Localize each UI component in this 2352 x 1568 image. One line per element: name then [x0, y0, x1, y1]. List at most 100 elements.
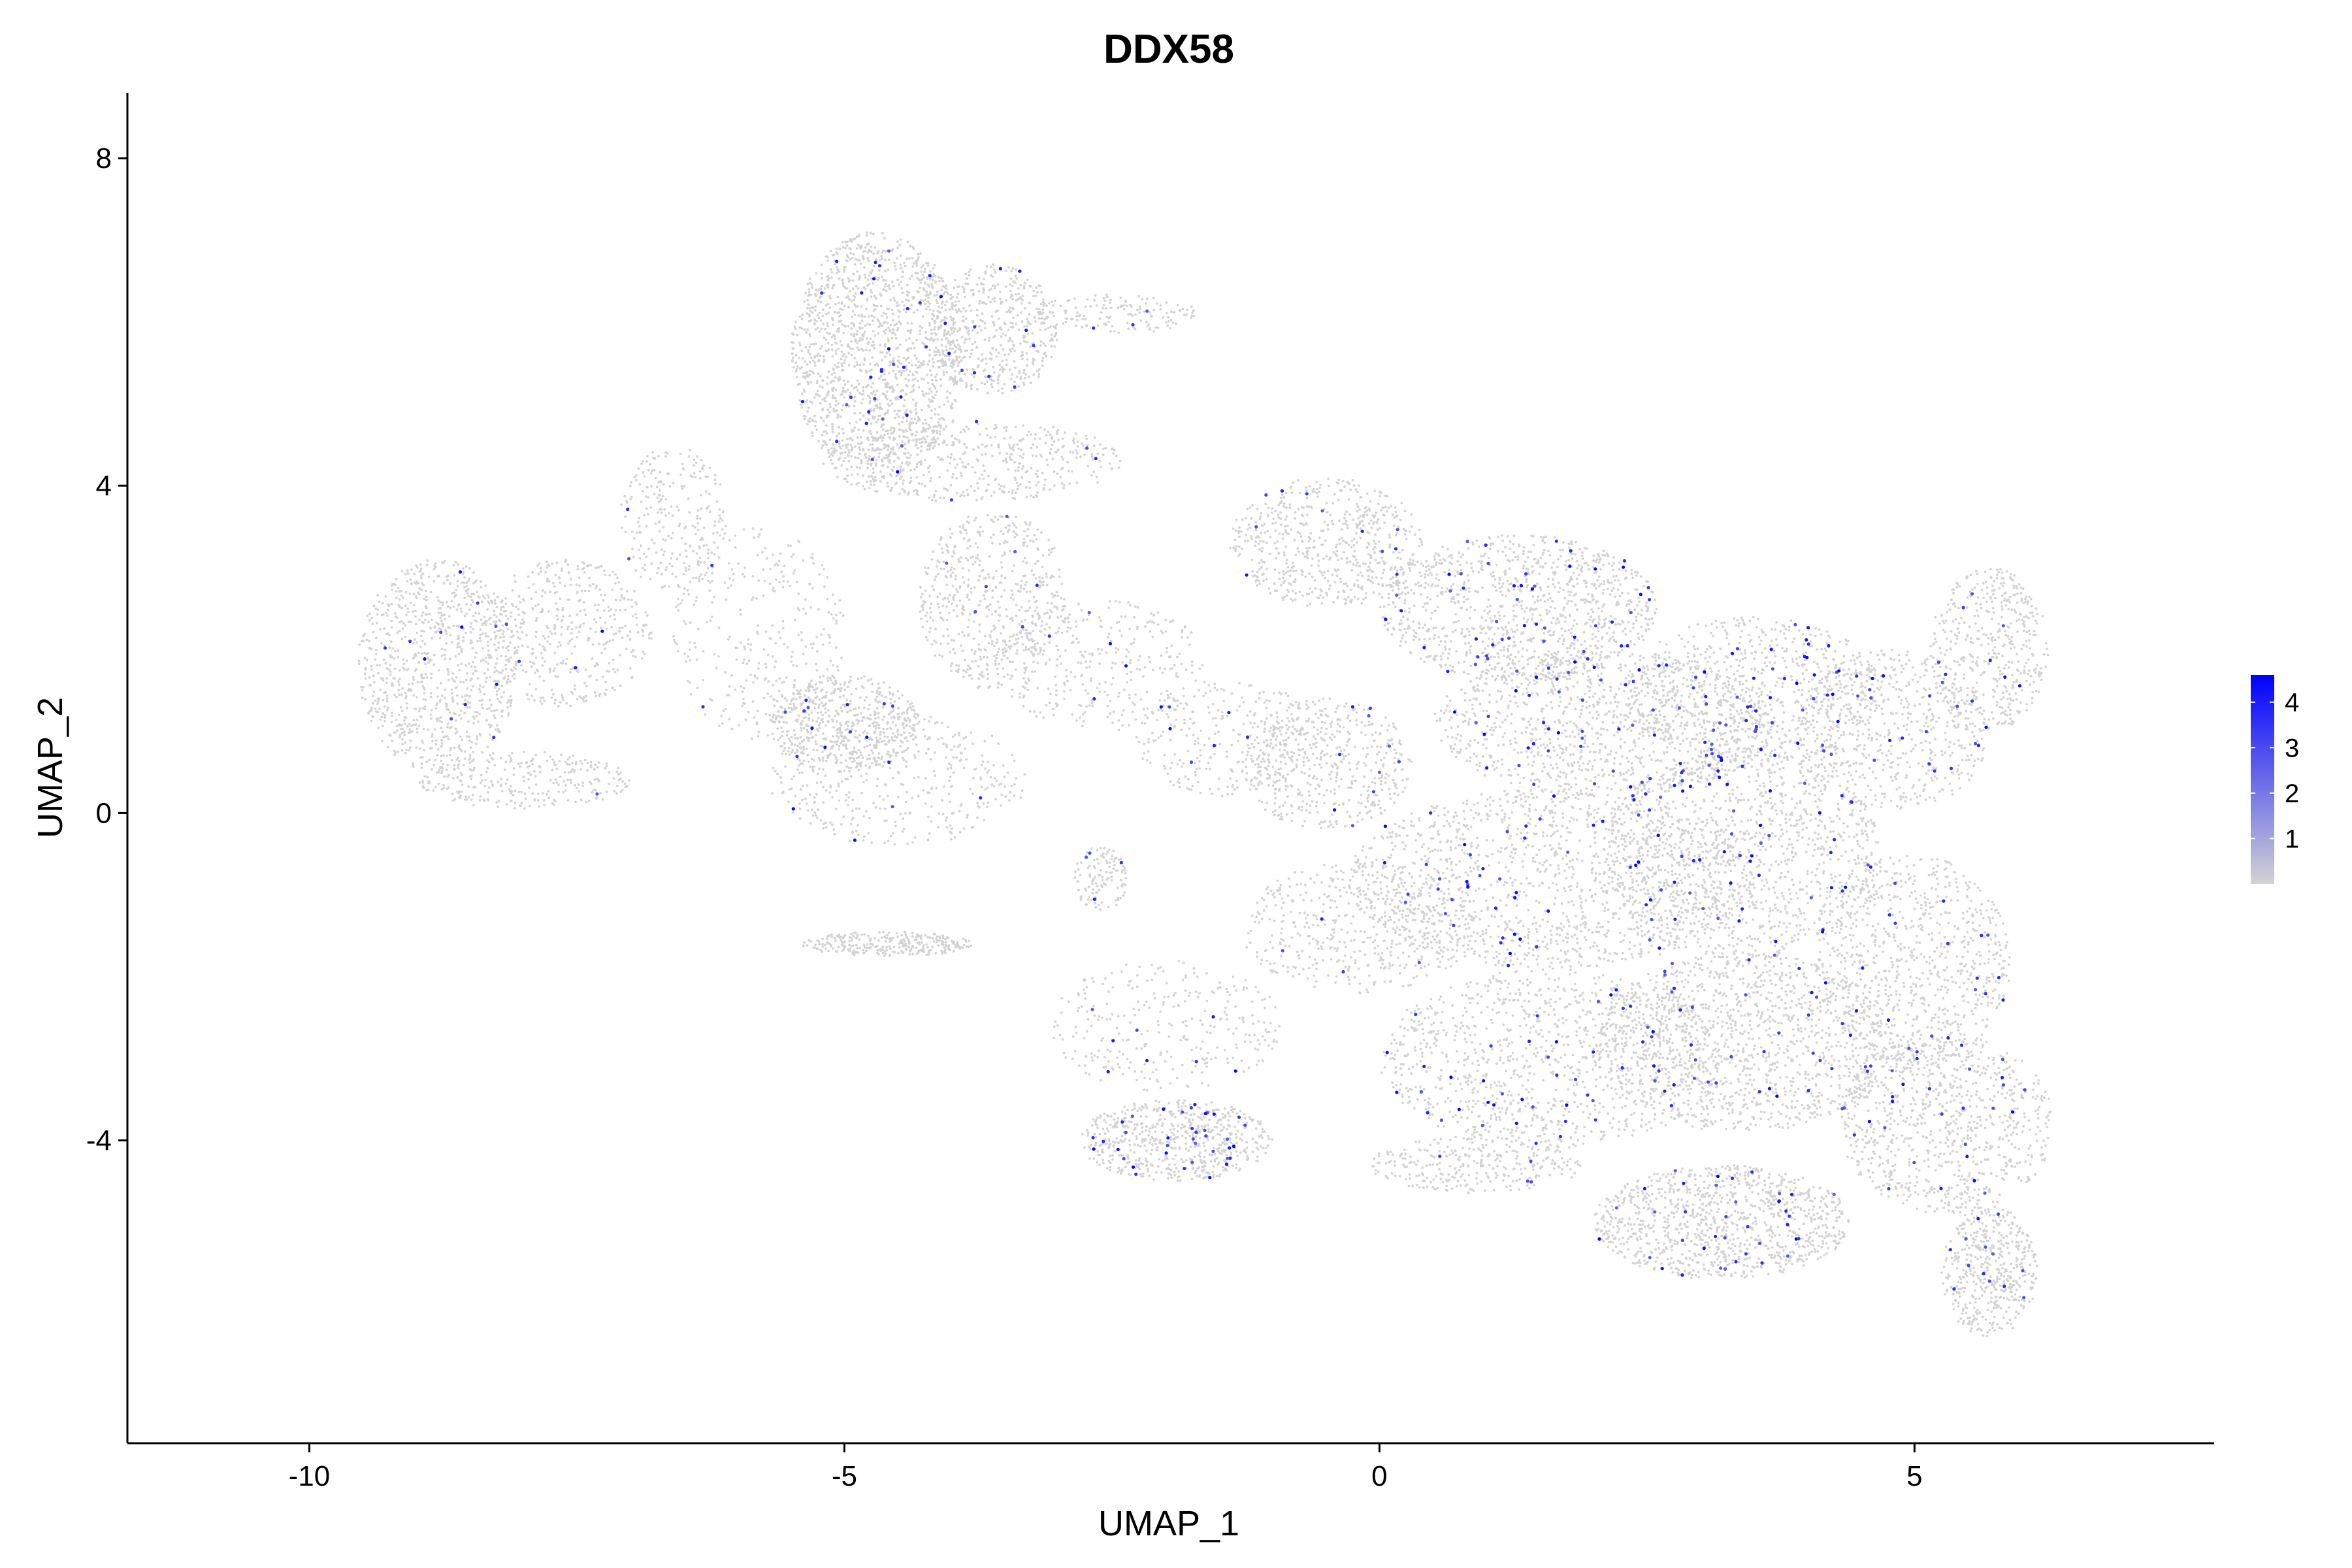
cell-point — [792, 366, 795, 368]
cell-point — [797, 593, 800, 595]
cell-point — [623, 598, 626, 601]
cell-point — [834, 352, 838, 355]
cell-point — [583, 681, 586, 685]
cell-point — [868, 487, 871, 489]
cell-point — [836, 665, 839, 668]
cell-point — [841, 444, 845, 447]
cell-point — [630, 481, 632, 484]
cell-point — [463, 596, 466, 600]
cell-point — [557, 705, 560, 708]
cell-point — [954, 369, 957, 372]
cell-point — [1025, 523, 1028, 526]
cell-point — [931, 318, 934, 321]
cell-point — [545, 792, 548, 796]
cell-point — [772, 553, 774, 556]
cell-point — [457, 636, 461, 640]
cell-point — [586, 761, 589, 764]
cell-point — [426, 559, 429, 562]
cell-point — [814, 305, 817, 308]
cell-point — [856, 342, 859, 344]
cell-point — [1117, 331, 1120, 335]
cell-point — [982, 301, 985, 304]
cell-point — [479, 639, 482, 642]
cell-point — [1009, 436, 1012, 439]
cell-point — [887, 284, 890, 287]
cell-point — [847, 351, 850, 355]
cell-point — [460, 649, 463, 651]
cell-point — [1045, 434, 1048, 437]
cell-point — [400, 738, 404, 741]
cell-point — [943, 360, 947, 363]
cell-point — [741, 690, 744, 693]
cell-point — [615, 792, 618, 795]
cell-point — [878, 452, 881, 455]
cell-point — [937, 326, 940, 329]
cell-point — [461, 695, 464, 698]
cell-point — [398, 630, 401, 632]
cell-point — [900, 287, 903, 290]
cell-point — [496, 724, 498, 727]
cell-point — [704, 475, 708, 478]
cell-point — [954, 301, 957, 303]
cell-point — [493, 598, 497, 602]
cell-point — [552, 693, 555, 696]
cell-point — [385, 700, 389, 703]
cell-point — [815, 355, 819, 357]
cell-point — [913, 468, 916, 471]
cell-point — [493, 610, 495, 613]
cell-point — [852, 253, 855, 256]
cell-point — [1096, 324, 1100, 327]
cell-point — [808, 345, 811, 348]
cell-point — [546, 563, 549, 566]
cell-point — [427, 620, 430, 623]
cell-point — [406, 706, 408, 710]
cell-point — [438, 768, 440, 772]
cell-point — [801, 720, 804, 723]
cell-point — [519, 765, 522, 768]
cell-point — [686, 679, 689, 683]
cell-point — [457, 563, 459, 566]
cell-point — [965, 338, 968, 341]
cell-point — [393, 731, 396, 734]
cell-point — [561, 693, 563, 696]
cell-point — [404, 751, 407, 755]
cell-point — [1043, 483, 1046, 487]
cell-point — [495, 801, 498, 804]
cell-point — [372, 702, 374, 705]
cell-point — [664, 498, 668, 501]
cell-point — [702, 464, 706, 467]
cell-point — [420, 652, 423, 655]
cell-point — [465, 602, 468, 606]
cell-point — [830, 336, 834, 338]
cell-point — [910, 417, 913, 420]
cell-point — [398, 598, 401, 601]
cell-point — [809, 606, 812, 609]
cell-point — [995, 348, 998, 351]
cell-point — [949, 575, 953, 578]
cell-point — [981, 358, 985, 361]
cell-point — [901, 470, 904, 472]
cell-point — [699, 477, 702, 480]
cell-point — [763, 580, 766, 583]
cell-point — [987, 672, 990, 676]
cell-point — [1075, 324, 1077, 327]
cell-point — [379, 718, 382, 721]
cell-point — [638, 525, 641, 528]
cell-point — [1141, 298, 1144, 301]
cell-point — [516, 630, 519, 633]
cell-point — [866, 284, 869, 287]
cell-point — [548, 642, 551, 645]
cell-point — [535, 617, 538, 620]
cell-point — [683, 587, 686, 590]
cell-point — [877, 436, 881, 440]
cell-point — [958, 525, 962, 528]
cell-point — [815, 428, 819, 431]
cell-point — [791, 352, 794, 355]
cell-point — [698, 557, 702, 560]
cell-point — [687, 655, 689, 658]
cell-point — [930, 374, 933, 377]
cell-point — [774, 578, 777, 581]
cell-point — [484, 584, 487, 587]
cell-point — [406, 607, 409, 610]
cell-point — [922, 474, 925, 477]
